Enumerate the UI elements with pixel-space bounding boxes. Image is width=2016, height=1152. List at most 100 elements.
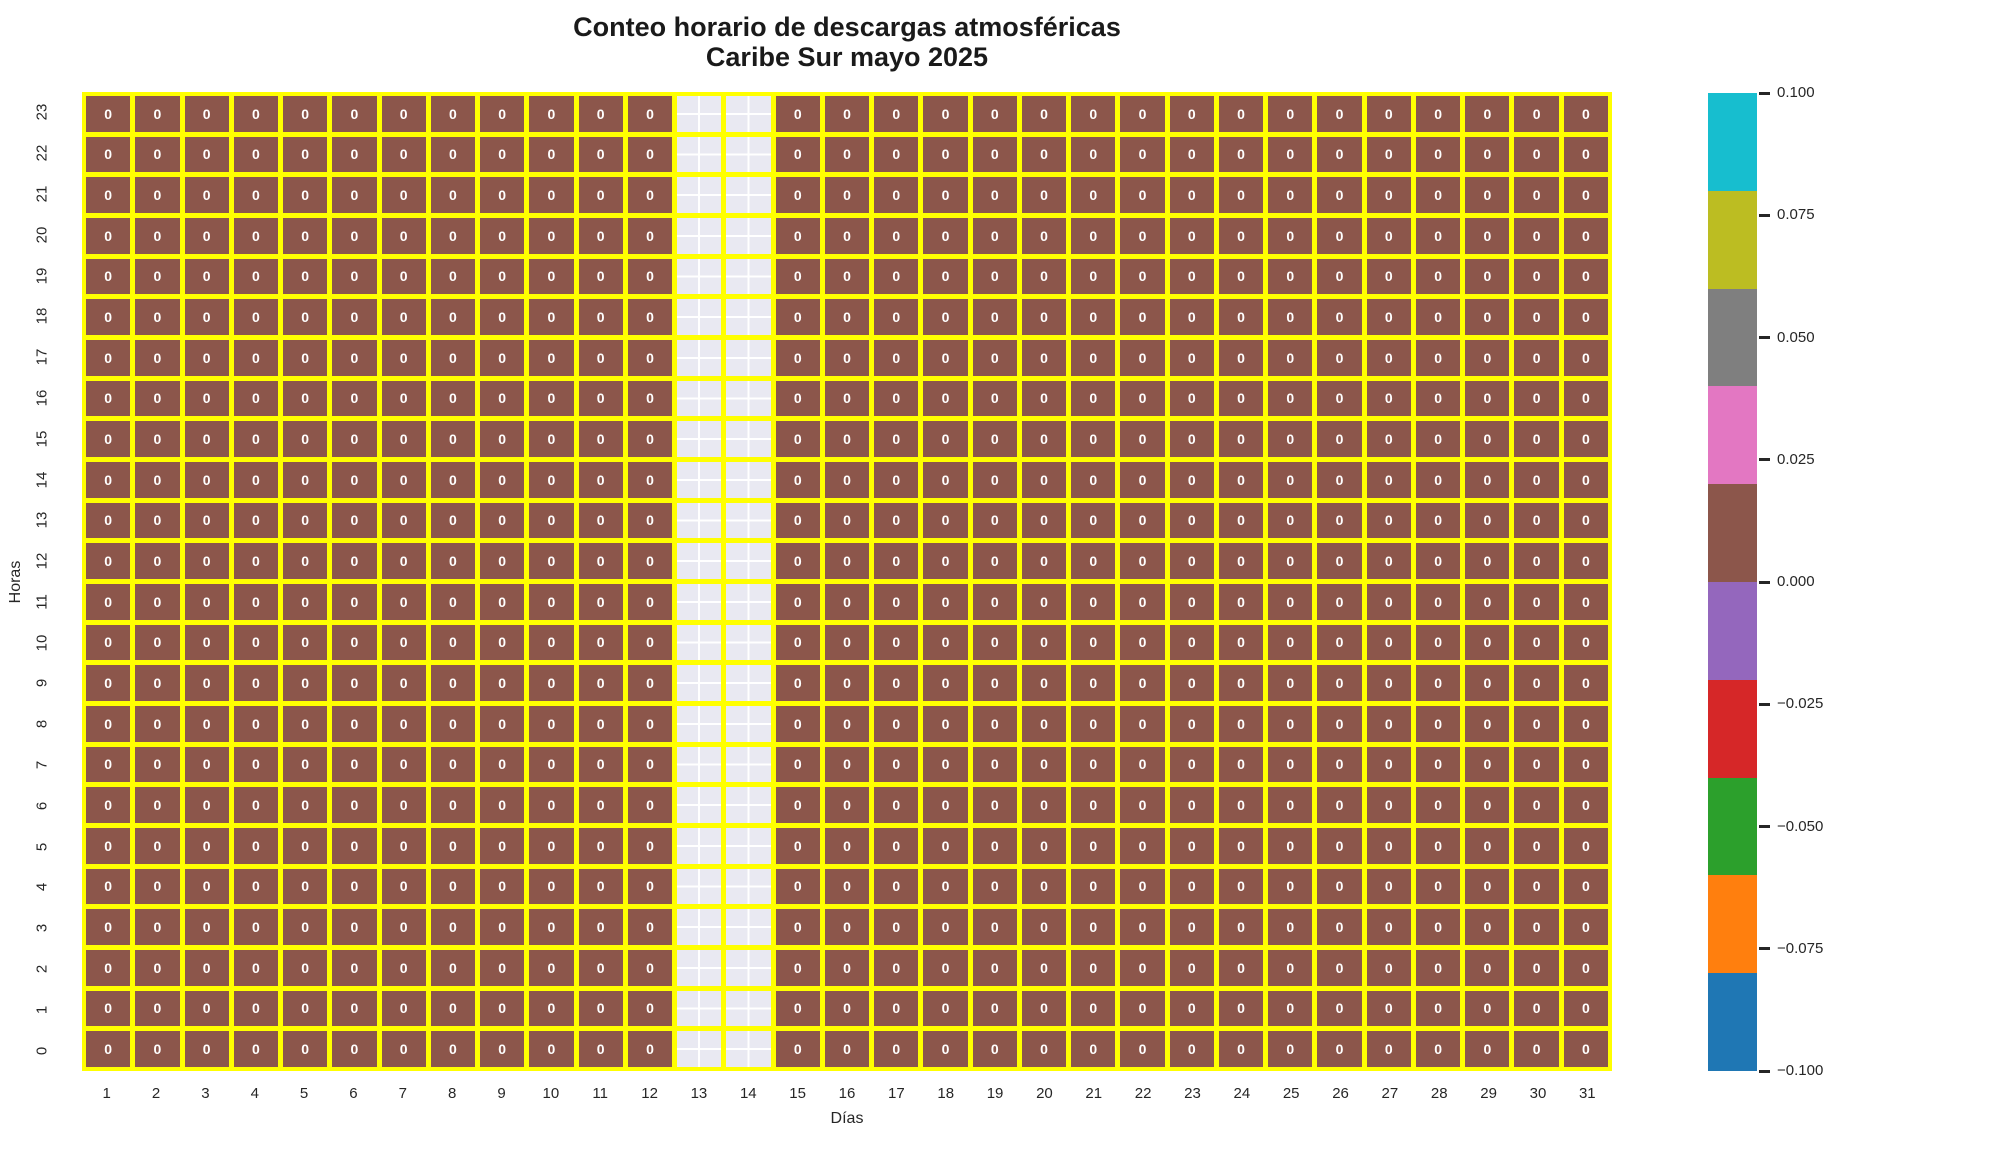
- heatmap-cell: 0: [233, 340, 279, 376]
- heatmap-cell: 0: [874, 909, 919, 945]
- heatmap-cell: 0: [1366, 787, 1411, 823]
- heatmap-cell: 0: [1218, 1031, 1264, 1067]
- heatmap-cell: 0: [233, 462, 279, 498]
- heatmap-cell: 0: [874, 950, 919, 986]
- heatmap-cell: 0: [1169, 177, 1214, 213]
- heatmap-cell: 0: [1317, 746, 1362, 783]
- heatmap-cell: 0: [1021, 96, 1067, 132]
- heatmap-cell: 0: [874, 421, 919, 457]
- heatmap-cell: 0: [1415, 1031, 1461, 1067]
- heatmap-cell: 0: [332, 299, 377, 335]
- heatmap-cell: 0: [1218, 177, 1264, 213]
- heatmap-cell: 0: [480, 950, 525, 986]
- heatmap-cell: 0: [1169, 584, 1214, 620]
- heatmap-cell: 0: [1514, 746, 1559, 783]
- heatmap-cell: 0: [480, 462, 525, 498]
- heatmap-cell: 0: [1514, 136, 1559, 173]
- heatmap-cell: 0: [578, 584, 623, 620]
- heatmap-cell: 0: [1366, 828, 1411, 864]
- heatmap-cell: 0: [972, 624, 1017, 661]
- heatmap-cell: 0: [529, 218, 574, 254]
- heatmap-cell: 0: [1366, 462, 1411, 498]
- heatmap-cell: 0: [1268, 665, 1313, 701]
- heatmap-cell: 0: [86, 624, 131, 661]
- heatmap-cell: 0: [1366, 299, 1411, 335]
- heatmap-cell: 0: [775, 218, 820, 254]
- heatmap-cell-missing: [726, 909, 771, 945]
- x-tick-label: 12: [641, 1085, 658, 1102]
- heatmap-cell: 0: [1071, 665, 1116, 701]
- colorbar-tick-mark: [1759, 702, 1770, 706]
- y-tick-label: 21: [33, 185, 51, 203]
- heatmap-cell-missing: [726, 990, 771, 1027]
- heatmap-cell: 0: [1268, 868, 1313, 905]
- heatmap-cell: 0: [627, 218, 673, 254]
- heatmap-cell: 0: [1366, 502, 1411, 539]
- heatmap-cell: 0: [1120, 299, 1165, 335]
- heatmap-cell: 0: [1415, 136, 1461, 173]
- heatmap-cell: 0: [578, 787, 623, 823]
- heatmap-cell: 0: [1317, 462, 1362, 498]
- heatmap-cell: 0: [1465, 543, 1510, 579]
- heatmap-cell: 0: [1268, 96, 1313, 132]
- heatmap-cell: 0: [430, 1031, 476, 1067]
- heatmap-cell: 0: [529, 828, 574, 864]
- heatmap-cell: 0: [480, 136, 525, 173]
- heatmap-cell: 0: [1120, 462, 1165, 498]
- heatmap-cell-missing: [677, 421, 722, 457]
- heatmap-cell: 0: [578, 543, 623, 579]
- heatmap-cell-missing: [677, 787, 722, 823]
- heatmap-cell: 0: [283, 421, 328, 457]
- heatmap-cell: 0: [430, 624, 476, 661]
- heatmap-cell: 0: [1514, 1031, 1559, 1067]
- heatmap-cell: 0: [135, 136, 180, 173]
- heatmap-cell: 0: [430, 746, 476, 783]
- heatmap-cell: 0: [824, 828, 870, 864]
- heatmap-cell: 0: [1563, 868, 1608, 905]
- heatmap-cell: 0: [332, 421, 377, 457]
- heatmap-cell: 0: [381, 543, 426, 579]
- heatmap-cell: 0: [1169, 258, 1214, 295]
- colorbar-tick-mark: [1759, 825, 1770, 828]
- y-tick-label: 1: [33, 1005, 51, 1014]
- heatmap-cell: 0: [775, 909, 820, 945]
- heatmap-cell: 0: [972, 584, 1017, 620]
- heatmap-cell: 0: [874, 299, 919, 335]
- heatmap-cell: 0: [184, 543, 229, 579]
- heatmap-cell: 0: [1268, 136, 1313, 173]
- heatmap-cell: 0: [1415, 868, 1461, 905]
- heatmap-cell: 0: [923, 299, 968, 335]
- heatmap-cell: 0: [1366, 421, 1411, 457]
- heatmap-cell: 0: [283, 584, 328, 620]
- colorbar-segment: [1708, 973, 1757, 1071]
- colorbar-tick-label: 0.050: [1777, 328, 1815, 346]
- heatmap-cell: 0: [135, 706, 180, 742]
- x-tick-label: 19: [986, 1085, 1004, 1102]
- heatmap-cell: 0: [430, 299, 476, 335]
- x-tick-label: 30: [1529, 1085, 1547, 1102]
- heatmap-cell: 0: [1317, 543, 1362, 579]
- heatmap-cell: 0: [1465, 218, 1510, 254]
- heatmap-cell: 0: [184, 258, 229, 295]
- heatmap-cell: 0: [233, 624, 279, 661]
- heatmap-cell: 0: [332, 380, 377, 417]
- heatmap-cell: 0: [1169, 868, 1214, 905]
- heatmap-cell-missing: [726, 746, 771, 783]
- colorbar-tick-label: −0.075: [1777, 939, 1824, 957]
- colorbar-segment: [1708, 386, 1757, 485]
- heatmap-cell: 0: [1169, 340, 1214, 376]
- heatmap-cell: 0: [1465, 584, 1510, 620]
- heatmap-cell: 0: [1120, 258, 1165, 295]
- heatmap-cell: 0: [1415, 950, 1461, 986]
- heatmap-cell: 0: [1120, 96, 1165, 132]
- heatmap-cell: 0: [1268, 543, 1313, 579]
- heatmap-cell: 0: [480, 624, 525, 661]
- heatmap-cell: 0: [1563, 828, 1608, 864]
- colorbar-tick-label: −0.050: [1777, 817, 1824, 835]
- x-tick-label: 15: [789, 1085, 806, 1102]
- heatmap-cell: 0: [1514, 909, 1559, 945]
- colorbar-segment: [1708, 288, 1757, 387]
- colorbar-segment: [1708, 875, 1757, 974]
- heatmap-cell: 0: [1563, 380, 1608, 417]
